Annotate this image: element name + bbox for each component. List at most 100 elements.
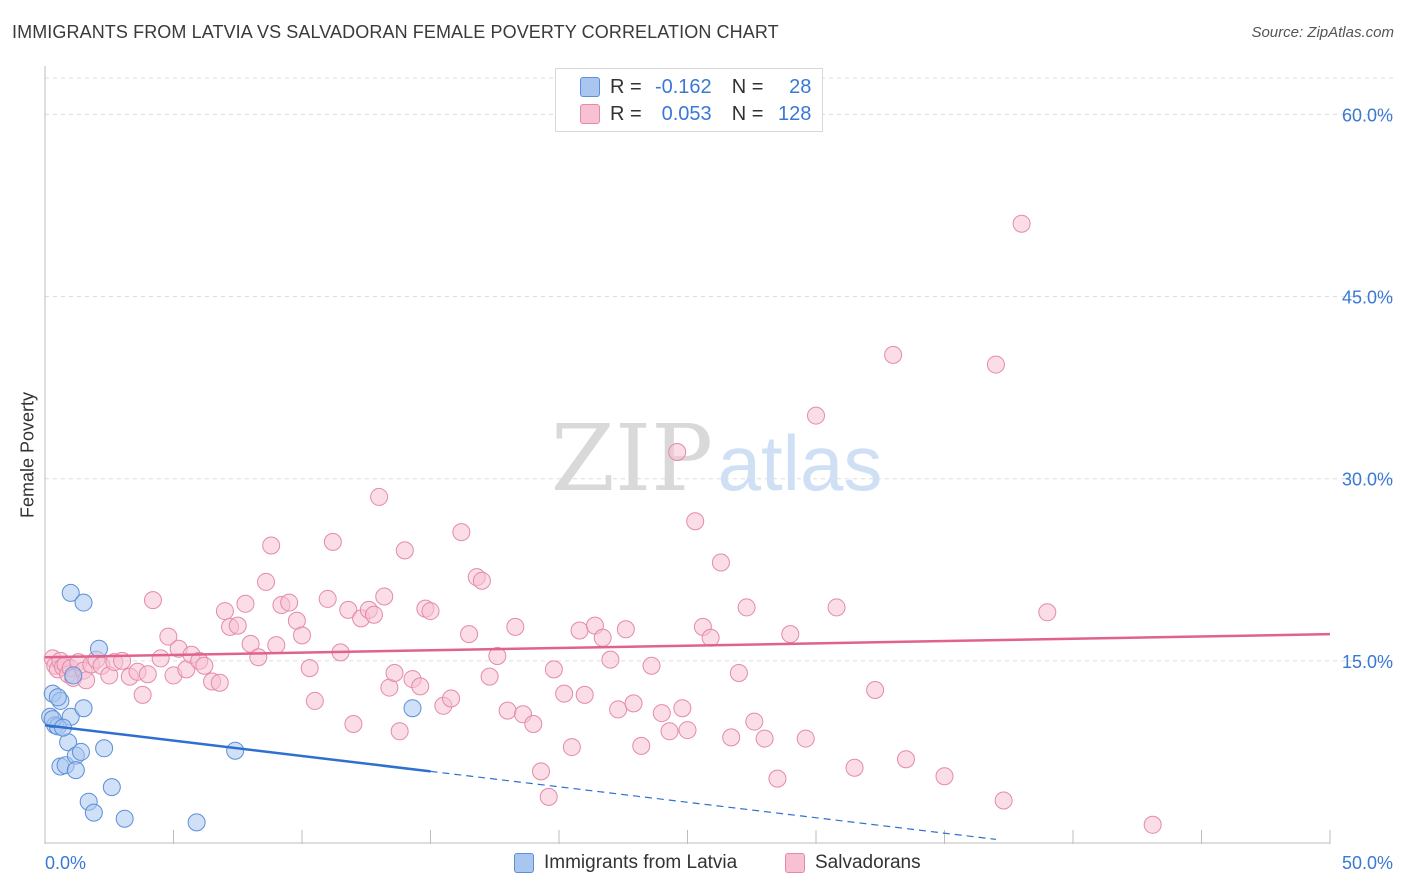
point-salvadoran [267,636,286,655]
point-salvadoran [575,685,594,704]
legend-n-value: 128 [778,102,812,125]
y-tick-label: 60.0% [1342,105,1393,125]
point-salvadoran [807,406,825,425]
tick-label-layer: 15.0% 30.0% 45.0% 60.0% 0.0% 50.0% [45,105,1393,873]
point-salvadoran [460,625,479,644]
point-salvadoran [796,729,815,748]
point-salvadoran [488,647,507,665]
point-salvadoran [678,721,697,740]
point-salvadoran [370,487,389,506]
point-salvadoran [686,512,705,531]
point-salvadoran [138,665,157,684]
point-latvia [84,803,103,822]
point-layer [41,214,1162,834]
point-salvadoran [532,762,551,781]
point-salvadoran [411,677,430,696]
point-salvadoran [257,572,276,591]
point-salvadoran [480,667,499,686]
point-latvia [403,699,422,718]
point-salvadoran [318,589,337,608]
legend-row-latvia: R = -0.162 N = 28 [580,74,811,100]
point-salvadoran [293,626,311,645]
point-salvadoran [986,355,1005,374]
point-salvadoran [884,345,903,364]
point-salvadoran [745,712,764,731]
point-salvadoran [755,729,774,748]
point-salvadoran [781,625,800,644]
axis-layer [44,66,1331,844]
point-salvadoran [249,648,268,667]
point-salvadoran [215,602,234,621]
point-latvia [115,809,134,828]
trend-layer [44,632,1331,840]
bottom-legend-swatch-latvia [514,853,534,873]
point-salvadoran [1038,603,1057,622]
x-tick-label: 50.0% [1342,853,1393,873]
point-salvadoran [472,571,491,590]
point-salvadoran [896,750,915,769]
point-salvadoran [364,605,383,624]
point-salvadoran [642,656,661,675]
chart-source: Source: ZipAtlas.com [1251,24,1394,41]
point-salvadoran [143,591,162,610]
point-salvadoran [994,791,1013,810]
point-salvadoran [555,684,574,703]
point-salvadoran [570,621,589,640]
legend-r-label: R = [610,75,642,98]
point-latvia [66,761,85,780]
point-salvadoran [524,715,543,733]
point-salvadoran [729,664,748,682]
point-salvadoran [323,532,342,551]
point-salvadoran [668,443,687,461]
bottom-legend-latvia: Immigrants from Latvia [514,852,737,874]
point-salvadoran [236,594,255,613]
y-tick-label: 15.0% [1342,652,1393,672]
chart-title: IMMIGRANTS FROM LATVIA VS SALVADORAN FEM… [12,22,779,42]
watermark: ZIP atlas [551,405,882,512]
y-axis-title: Female Poverty [17,391,38,519]
point-salvadoran [395,541,414,560]
point-salvadoran [385,664,404,682]
point-latvia [102,778,121,797]
point-salvadoran [344,715,363,733]
point-latvia [64,666,83,685]
trendline-salvadorans [44,632,1331,659]
point-latvia [71,742,90,761]
point-salvadoran [539,787,558,806]
point-salvadoran [210,673,229,692]
point-salvadoran [390,722,409,741]
point-salvadoran [442,689,461,708]
legend-n-value: 28 [789,75,812,98]
trendline-latvia [44,723,431,773]
legend-n-label: N = [731,75,764,98]
bottom-legend-label-latvia: Immigrants from Latvia [544,852,738,873]
point-salvadoran [375,587,394,606]
legend-r-value: 0.053 [661,102,712,125]
point-salvadoran [228,616,247,635]
legend-n-label: N = [731,102,764,125]
point-latvia [61,583,80,602]
point-salvadoran [300,659,319,678]
legend-row-salvadorans: R = 0.053 N = 128 [580,101,811,127]
point-salvadoran [305,691,324,710]
point-salvadoran [280,593,299,612]
point-latvia [48,688,67,707]
point-salvadoran [506,617,525,636]
point-salvadoran [609,700,628,719]
point-salvadoran [673,699,692,718]
trendline-latvia-extrapolated [430,770,996,840]
bottom-legend-salvadorans: Salvadorans [785,852,921,874]
point-salvadoran [711,553,730,572]
point-salvadoran [1012,214,1031,233]
point-salvadoran [195,656,214,675]
point-salvadoran [722,728,741,747]
point-latvia [226,741,245,760]
watermark-zip: ZIP [551,405,713,512]
legend-swatch-salvadorans [580,104,600,124]
point-salvadoran [151,649,170,668]
point-salvadoran [827,598,846,617]
point-salvadoran [593,628,612,647]
point-salvadoran [701,628,720,647]
point-salvadoran [262,536,281,555]
